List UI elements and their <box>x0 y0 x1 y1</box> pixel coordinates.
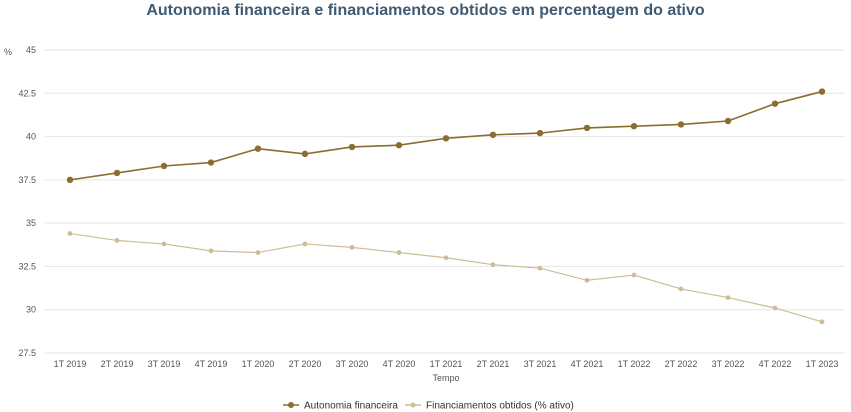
y-tick-label: 35 <box>26 218 36 228</box>
data-point[interactable] <box>724 117 732 125</box>
data-point[interactable] <box>583 124 591 132</box>
x-tick-label: 2T 2020 <box>289 359 322 369</box>
x-tick-label: 2T 2022 <box>665 359 698 369</box>
data-point[interactable] <box>395 142 403 149</box>
x-tick-label: 3T 2020 <box>336 359 369 369</box>
x-tick-label: 4T 2019 <box>195 359 228 369</box>
legend-marker <box>288 402 294 408</box>
data-point[interactable] <box>819 319 825 325</box>
x-tick-label: 4T 2022 <box>759 359 792 369</box>
legend-marker <box>410 402 416 408</box>
chart-title: Autonomia financeira e financiamentos ob… <box>146 2 705 19</box>
data-point[interactable] <box>66 176 74 184</box>
data-point[interactable] <box>489 131 497 139</box>
data-point[interactable] <box>254 145 262 152</box>
data-point[interactable] <box>771 100 779 107</box>
x-tick-label: 1T 2021 <box>430 359 463 369</box>
x-tick-label: 3T 2019 <box>148 359 181 369</box>
data-point[interactable] <box>443 255 449 261</box>
x-tick-label: 3T 2022 <box>712 359 745 369</box>
y-tick-label: 37.5 <box>18 175 36 185</box>
x-tick-label: 4T 2020 <box>383 359 416 369</box>
data-point[interactable] <box>818 88 826 95</box>
data-point[interactable] <box>396 250 402 255</box>
x-tick-label: 4T 2021 <box>571 359 604 369</box>
y-tick-label: 40 <box>26 132 36 142</box>
x-tick-label: 3T 2021 <box>524 359 557 369</box>
y-tick-label: 27.5 <box>18 348 36 358</box>
x-tick-label: 2T 2021 <box>477 359 510 369</box>
data-point[interactable] <box>113 169 121 177</box>
data-point[interactable] <box>161 241 167 247</box>
data-point[interactable] <box>584 277 590 283</box>
data-point[interactable] <box>207 159 215 166</box>
data-point[interactable] <box>490 262 496 268</box>
data-point[interactable] <box>67 231 73 236</box>
data-point[interactable] <box>349 244 355 250</box>
y-tick-label: 42.5 <box>18 88 36 98</box>
x-axis-label: Tempo <box>432 373 459 383</box>
x-tick-label: 1T 2020 <box>242 359 275 369</box>
data-point[interactable] <box>302 241 308 247</box>
data-point[interactable] <box>678 286 684 292</box>
y-tick-label: 32.5 <box>18 261 36 271</box>
data-point[interactable] <box>631 272 637 278</box>
data-point[interactable] <box>442 135 450 142</box>
data-point[interactable] <box>255 250 261 255</box>
y-axis-label: % <box>4 47 12 57</box>
legend-label[interactable]: Financiamentos obtidos (% ativo) <box>426 401 574 412</box>
x-tick-label: 1T 2022 <box>618 359 651 369</box>
y-tick-label: 30 <box>26 305 36 315</box>
data-point[interactable] <box>348 143 356 151</box>
series-line <box>69 232 823 323</box>
x-tick-label: 2T 2019 <box>101 359 134 369</box>
data-point[interactable] <box>537 265 543 271</box>
data-point[interactable] <box>208 248 214 254</box>
legend-label[interactable]: Autonomia financeira <box>304 401 398 412</box>
x-tick-label: 1T 2023 <box>806 359 839 369</box>
data-point[interactable] <box>677 121 685 128</box>
data-point[interactable] <box>772 305 778 311</box>
data-point[interactable] <box>160 162 168 170</box>
data-point[interactable] <box>301 150 309 158</box>
y-tick-label: 45 <box>26 45 36 55</box>
data-point[interactable] <box>725 295 731 300</box>
data-point[interactable] <box>630 122 638 130</box>
data-point[interactable] <box>536 129 544 137</box>
data-point[interactable] <box>114 238 120 243</box>
x-tick-label: 1T 2019 <box>54 359 87 369</box>
